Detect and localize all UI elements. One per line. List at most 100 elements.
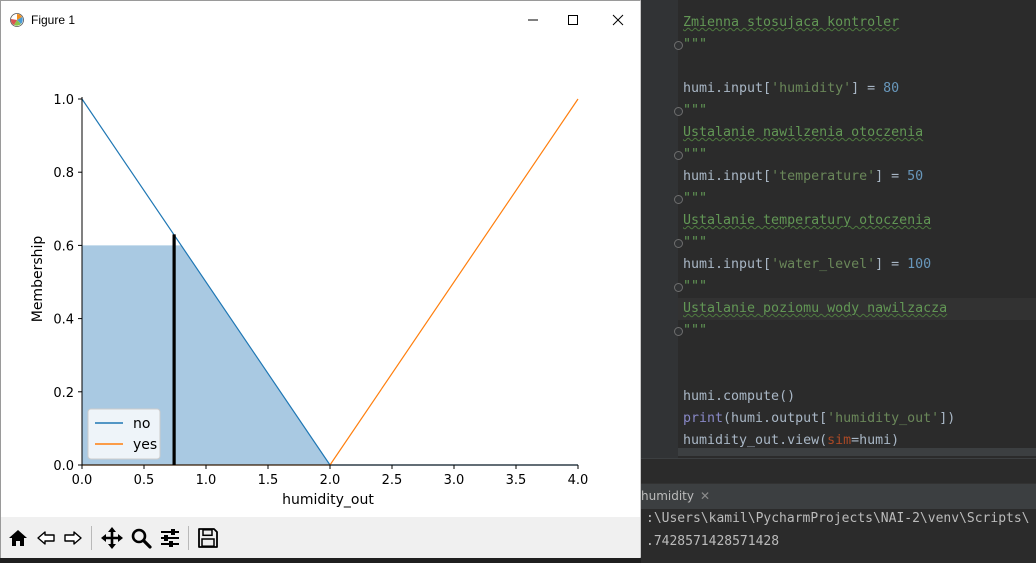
code-line[interactable]: humidity_out.view(sim=humi) <box>683 430 899 452</box>
save-button[interactable] <box>195 525 221 551</box>
y-axis-label: Membership <box>30 236 46 323</box>
membership-chart: 0.0 0.5 1.0 1.5 2.0 2.5 3.0 3.5 4.0 0.0 0.2 0.4 0.6 0… <box>30 93 589 508</box>
code-text: ] = <box>851 81 884 96</box>
save-icon <box>198 528 218 548</box>
x-axis-label: humidity_out <box>282 492 374 508</box>
docstring-quote: """ <box>683 323 708 338</box>
navigation-toolbar <box>1 517 640 558</box>
run-output-line: .7428571428571428 <box>646 534 780 549</box>
code-line[interactable]: Zmienna stosujaca kontroler <box>683 12 899 34</box>
docstring-quote: """ <box>683 235 708 250</box>
fold-marker-icon[interactable] <box>674 151 683 160</box>
code-line[interactable]: Ustalanie poziomu wody nawilzacza <box>683 298 947 320</box>
fold-marker-icon[interactable] <box>674 41 683 50</box>
y-tick-label: 0.0 <box>53 459 74 474</box>
code-text: humidity_out.view( <box>683 433 828 448</box>
fold-marker-icon[interactable] <box>674 327 683 336</box>
forward-icon <box>64 531 82 545</box>
pan-icon <box>101 527 123 549</box>
close-icon <box>612 14 624 26</box>
x-tick-label: 2.5 <box>382 473 403 488</box>
docstring-quote: """ <box>683 103 708 118</box>
forward-button[interactable] <box>60 525 86 551</box>
code-line[interactable]: Ustalanie temperatury otoczenia <box>683 210 931 232</box>
code-text: ] = <box>875 169 908 184</box>
x-tick-label: 4.0 <box>568 473 589 488</box>
legend-label-yes: yes <box>133 437 157 453</box>
code-line[interactable]: """ <box>683 276 707 298</box>
code-text: ]) <box>939 411 956 426</box>
x-tick-label: 3.0 <box>444 473 465 488</box>
pan-button[interactable] <box>99 525 125 551</box>
run-tab[interactable]: humidity ✕ <box>641 484 716 509</box>
plot-area[interactable]: 0.0 0.5 1.0 1.5 2.0 2.5 3.0 3.5 4.0 0.0 0.2 0.4 0.6 0… <box>1 39 640 517</box>
back-icon <box>37 531 55 545</box>
string-literal: 'water_level' <box>771 257 876 272</box>
maximize-button[interactable] <box>550 1 596 39</box>
code-line[interactable]: """ <box>683 144 707 166</box>
code-line[interactable]: humi.input['water_level'] = 100 <box>683 254 931 276</box>
code-line[interactable]: Ustalanie nawilzenia otoczenia <box>683 122 923 144</box>
code-line[interactable]: """ <box>683 320 707 342</box>
code-editor[interactable]: Zmienna stosujaca kontroler """ humi.input… <box>678 0 1036 458</box>
legend-label-no: no <box>133 416 150 432</box>
code-line[interactable]: """ <box>683 232 707 254</box>
code-line[interactable]: humi.input['humidity'] = 80 <box>683 78 899 100</box>
fold-marker-icon[interactable] <box>674 239 683 248</box>
close-window-button[interactable] <box>595 1 641 39</box>
legend-box <box>87 408 161 460</box>
title-bar[interactable]: Figure 1 <box>1 1 640 39</box>
number-literal: 80 <box>883 81 900 96</box>
string-literal: 'humidity_out' <box>827 411 940 426</box>
zoom-icon <box>131 528 152 549</box>
configure-subplots-button[interactable] <box>157 525 183 551</box>
code-text: humi.input[ <box>683 81 772 96</box>
figure-window: Figure 1 0.0 0.5 1.0 1.5 2.0 2.5 3.0 3.5 4.0 0.0 0… <box>0 0 641 558</box>
docstring-quote: """ <box>683 279 708 294</box>
x-tick-label: 0.0 <box>72 473 93 488</box>
configure-subplots-icon <box>161 529 179 547</box>
docstring-text: Ustalanie temperatury otoczenia <box>683 213 932 228</box>
x-tick-label: 1.0 <box>196 473 217 488</box>
back-button[interactable] <box>33 525 59 551</box>
close-icon[interactable]: ✕ <box>700 489 711 503</box>
x-tick-label: 0.5 <box>134 473 155 488</box>
x-tick-label: 1.5 <box>258 473 279 488</box>
x-tick-label: 3.5 <box>506 473 527 488</box>
docstring-text: Zmienna stosujaca kontroler <box>683 15 900 30</box>
string-literal: 'humidity' <box>771 81 852 96</box>
string-literal: 'temperature' <box>771 169 876 184</box>
home-button[interactable] <box>5 525 31 551</box>
code-line[interactable]: """ <box>683 34 707 56</box>
code-line[interactable]: print(humi.output['humidity_out']) <box>683 408 955 430</box>
code-line[interactable]: humi.compute() <box>683 386 795 408</box>
window-title: Figure 1 <box>31 13 76 27</box>
fold-marker-icon[interactable] <box>674 107 683 116</box>
code-text: =humi) <box>851 433 900 448</box>
minimize-button[interactable] <box>510 1 556 39</box>
fold-marker-icon[interactable] <box>674 195 683 204</box>
number-literal: 50 <box>907 169 924 184</box>
docstring-text: Ustalanie poziomu wody nawilzacza <box>683 301 948 316</box>
builtin-keyword: print <box>683 411 724 426</box>
editor-bottom-strip <box>641 458 1036 484</box>
matplotlib-icon <box>10 13 24 27</box>
editor-gutter <box>641 0 678 458</box>
run-tab-bar <box>641 484 1036 509</box>
run-tab-label: humidity <box>641 489 694 503</box>
code-line[interactable]: """ <box>683 100 707 122</box>
current-line-highlight <box>678 298 1036 320</box>
x-tick-label: 2.0 <box>320 473 341 488</box>
code-text: ] = <box>875 257 908 272</box>
fold-marker-icon[interactable] <box>674 283 683 292</box>
code-text: humi.input[ <box>683 169 772 184</box>
y-tick-label: 1.0 <box>53 93 74 108</box>
zoom-button[interactable] <box>128 525 154 551</box>
docstring-quote: """ <box>683 191 708 206</box>
code-text: humi.compute() <box>683 389 796 404</box>
horizontal-scrollbar[interactable] <box>678 448 1036 456</box>
code-line[interactable]: humi.input['temperature'] = 50 <box>683 166 923 188</box>
taskbar-strip <box>0 558 641 563</box>
code-line[interactable]: """ <box>683 188 707 210</box>
toolbar-separator <box>188 526 189 550</box>
